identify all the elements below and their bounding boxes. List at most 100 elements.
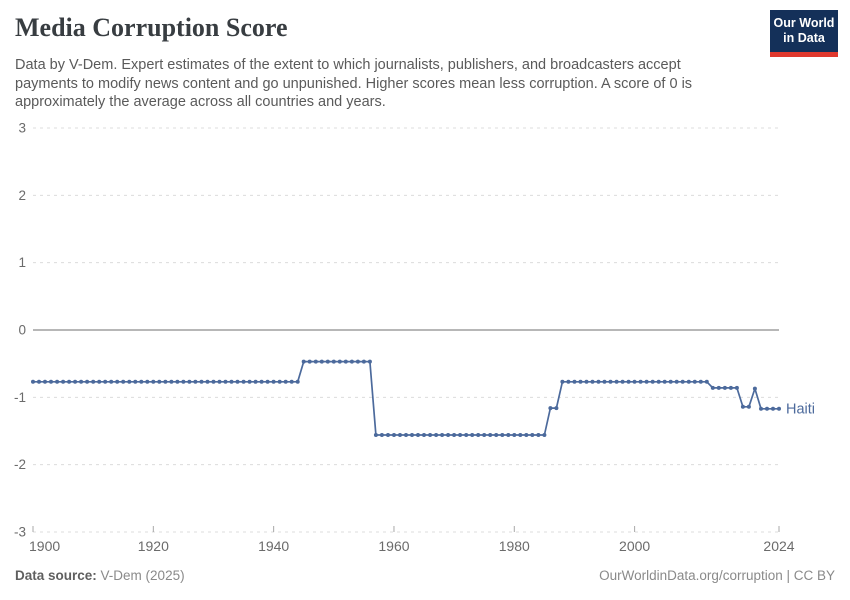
haiti-data-point[interactable] [632,379,637,384]
data-source-note[interactable]: Data source: V-Dem (2025) [15,568,185,583]
haiti-data-point[interactable] [61,379,66,384]
haiti-data-point[interactable] [181,379,186,384]
haiti-data-point[interactable] [602,379,607,384]
haiti-data-point[interactable] [518,433,523,437]
haiti-data-point[interactable] [542,433,547,437]
haiti-data-point[interactable] [614,379,619,384]
haiti-data-point[interactable] [31,379,35,384]
haiti-data-point[interactable] [139,379,144,384]
haiti-data-point[interactable] [205,379,210,384]
haiti-data-point[interactable] [241,379,246,384]
haiti-data-point[interactable] [73,379,78,384]
haiti-data-point[interactable] [193,379,198,384]
haiti-data-point[interactable] [199,379,204,384]
haiti-data-point[interactable] [728,385,733,390]
haiti-data-point[interactable] [686,379,691,384]
haiti-data-point[interactable] [175,379,180,384]
haiti-data-point[interactable] [620,379,625,384]
haiti-data-point[interactable] [506,433,511,437]
haiti-data-point[interactable] [512,433,517,437]
haiti-data-point[interactable] [283,379,288,384]
haiti-data-point[interactable] [674,379,679,384]
haiti-data-point[interactable] [355,359,360,364]
haiti-data-point[interactable] [488,433,493,437]
haiti-data-point[interactable] [398,433,402,437]
haiti-data-point[interactable] [704,379,709,384]
haiti-data-point[interactable] [331,359,336,364]
haiti-data-point[interactable] [416,433,420,437]
haiti-data-point[interactable] [307,359,312,364]
haiti-data-point[interactable] [115,379,120,384]
haiti-data-point[interactable] [530,433,535,437]
haiti-data-point[interactable] [596,379,601,384]
haiti-data-point[interactable] [386,433,390,437]
haiti-data-point[interactable] [578,379,583,384]
haiti-data-point[interactable] [361,359,366,364]
haiti-data-point[interactable] [560,379,565,384]
haiti-data-point[interactable] [746,404,751,409]
haiti-data-point[interactable] [343,359,348,364]
haiti-data-point[interactable] [536,433,541,437]
haiti-data-point[interactable] [422,433,426,437]
haiti-data-point[interactable] [650,379,655,384]
haiti-data-point[interactable] [121,379,126,384]
owid-logo[interactable]: Our World in Data [770,10,838,57]
haiti-data-point[interactable] [97,379,102,384]
haiti-data-point[interactable] [55,379,60,384]
haiti-data-point[interactable] [187,379,192,384]
haiti-data-point[interactable] [277,379,282,384]
haiti-data-point[interactable] [301,359,306,364]
haiti-data-point[interactable] [662,379,667,384]
haiti-data-point[interactable] [710,385,715,390]
haiti-data-point[interactable] [656,379,661,384]
attribution-link[interactable]: OurWorldinData.org/corruption | CC BY [599,568,835,583]
haiti-data-point[interactable] [217,379,222,384]
haiti-data-point[interactable] [759,406,763,411]
haiti-data-point[interactable] [211,379,216,384]
haiti-data-point[interactable] [572,379,577,384]
haiti-data-point[interactable] [626,379,631,384]
haiti-data-point[interactable] [524,433,529,437]
haiti-data-point[interactable] [668,379,673,384]
haiti-data-point[interactable] [392,433,396,437]
haiti-data-point[interactable] [157,379,162,384]
haiti-data-point[interactable] [67,379,72,384]
haiti-data-point[interactable] [482,433,487,437]
haiti-data-point[interactable] [127,379,132,384]
haiti-data-point[interactable] [253,379,258,384]
haiti-data-point[interactable] [313,359,318,364]
haiti-data-point[interactable] [271,379,276,384]
haiti-data-point[interactable] [777,406,781,411]
haiti-data-point[interactable] [476,433,481,437]
haiti-data-point[interactable] [163,379,168,384]
haiti-data-point[interactable] [259,379,264,384]
haiti-data-point[interactable] [500,433,505,437]
haiti-data-point[interactable] [765,406,769,411]
haiti-data-point[interactable] [265,379,270,384]
haiti-data-point[interactable] [434,433,439,437]
haiti-data-point[interactable] [289,379,294,384]
haiti-data-point[interactable] [644,379,649,384]
haiti-data-point[interactable] [229,379,234,384]
haiti-data-point[interactable] [698,379,703,384]
haiti-data-point[interactable] [446,433,451,437]
haiti-data-point[interactable] [373,433,378,437]
haiti-data-point[interactable] [85,379,90,384]
haiti-data-point[interactable] [554,406,559,411]
haiti-data-point[interactable] [464,433,469,437]
haiti-data-point[interactable] [638,379,643,384]
haiti-line[interactable] [33,360,779,436]
haiti-data-point[interactable] [325,359,330,364]
haiti-data-point[interactable] [584,379,589,384]
haiti-data-point[interactable] [295,379,300,384]
haiti-data-point[interactable] [470,433,475,437]
haiti-data-point[interactable] [548,406,553,411]
haiti-data-point[interactable] [566,379,571,384]
haiti-data-point[interactable] [440,433,445,437]
haiti-data-point[interactable] [379,433,384,437]
haiti-data-point[interactable] [458,433,463,437]
haiti-data-point[interactable] [37,379,41,384]
haiti-data-point[interactable] [494,433,499,437]
haiti-data-point[interactable] [410,433,414,437]
haiti-data-point[interactable] [103,379,108,384]
